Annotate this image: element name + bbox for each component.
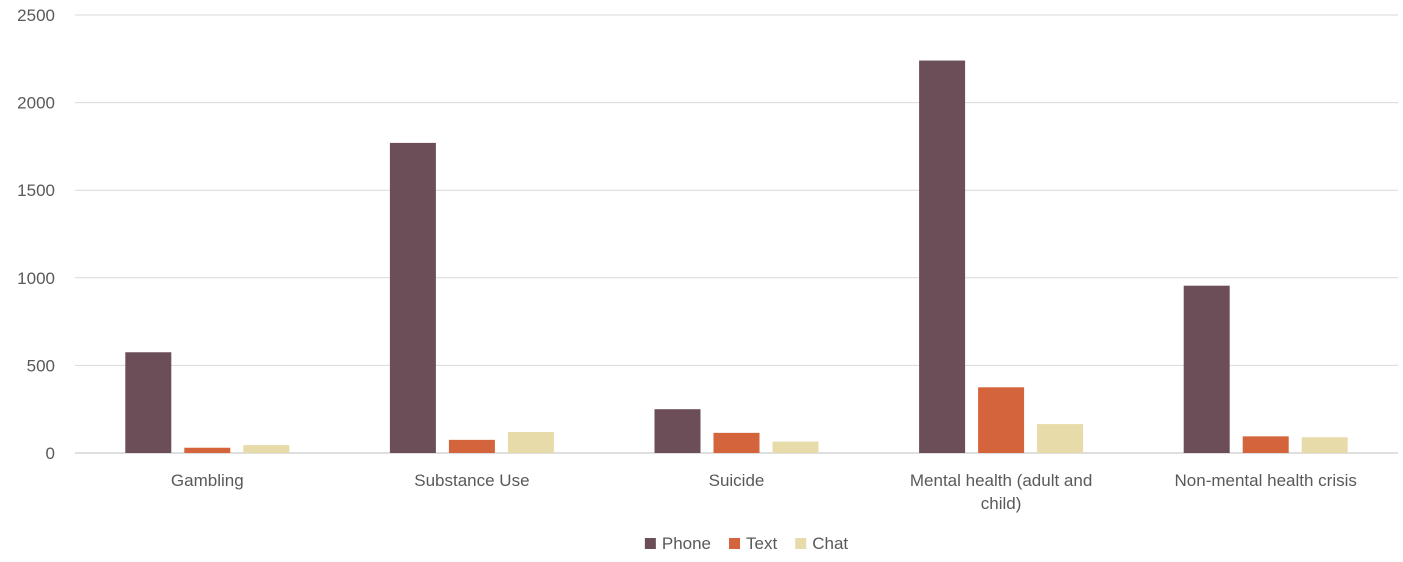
legend-swatch-text — [729, 538, 741, 549]
y-tick-label: 1000 — [17, 269, 55, 288]
y-tick-label: 500 — [27, 356, 55, 375]
x-axis: Gambling Substance Use Suicide Mental healt… — [171, 471, 1357, 513]
bar-text — [184, 447, 231, 453]
legend-label-phone: Phone — [662, 534, 711, 553]
bar-chat — [507, 431, 554, 453]
bar-text — [1242, 436, 1289, 453]
bar-phone — [389, 142, 436, 453]
bar-chat — [1301, 437, 1348, 453]
category-label: Gambling — [171, 471, 244, 490]
y-axis: 0 500 1000 1500 2000 2500 — [17, 6, 55, 463]
bar-text — [978, 387, 1025, 453]
category-label: Substance Use — [414, 471, 529, 490]
bar-chat — [1037, 424, 1084, 453]
gridlines — [75, 14, 1398, 454]
category-label: Mental health (adult and child) — [910, 471, 1092, 513]
legend-label-text: Text — [746, 534, 777, 553]
legend-label-chat: Chat — [812, 534, 848, 553]
bar-phone — [125, 352, 172, 453]
bar-text — [448, 439, 495, 453]
bar-text — [713, 432, 760, 453]
bar-chat — [772, 441, 819, 453]
bars — [125, 60, 1348, 453]
category-label: Suicide — [709, 471, 765, 490]
bar-phone — [654, 409, 701, 453]
legend: Phone Text Chat — [644, 534, 848, 553]
bar-phone — [1183, 285, 1230, 453]
bar-phone — [919, 60, 966, 453]
y-tick-label: 2500 — [17, 6, 55, 25]
y-tick-label: 1500 — [17, 181, 55, 200]
y-tick-label: 2000 — [17, 94, 55, 113]
legend-swatch-chat — [795, 538, 807, 549]
legend-swatch-phone — [644, 538, 656, 549]
y-tick-label: 0 — [46, 444, 55, 463]
bar-chat — [243, 445, 290, 453]
category-label: Non-mental health crisis — [1175, 471, 1357, 490]
